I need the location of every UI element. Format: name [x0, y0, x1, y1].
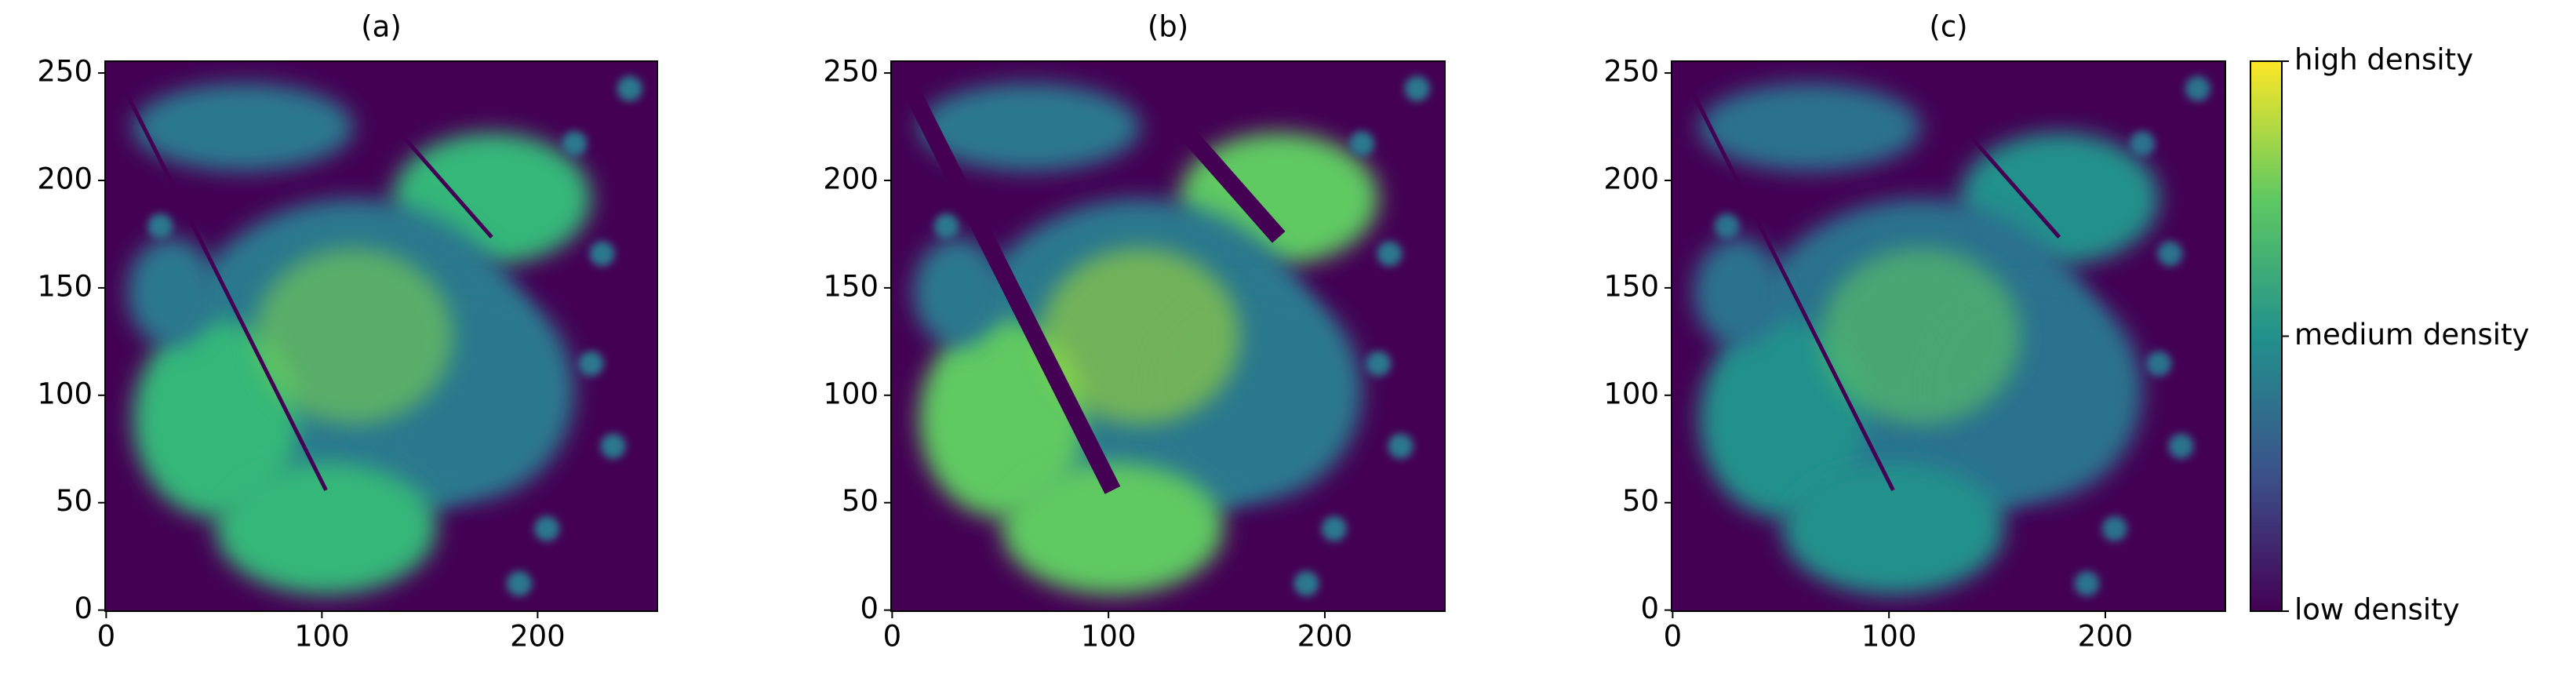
- density-spot: [1404, 76, 1430, 102]
- density-region: [215, 462, 437, 595]
- density-spot: [2168, 433, 2194, 459]
- stripe: [1680, 71, 1895, 491]
- density-spot: [2130, 131, 2156, 157]
- x-tick-label: 100: [1081, 620, 1137, 654]
- plot-frame: [104, 60, 658, 612]
- panel-title: (b): [1148, 10, 1188, 44]
- x-tick-label: 200: [1297, 620, 1353, 654]
- y-tick-label: 100: [37, 377, 93, 410]
- density-spot: [2101, 515, 2127, 541]
- panel-title: (c): [1929, 10, 1967, 44]
- density-region: [919, 83, 1141, 172]
- y-tick-label: 100: [823, 377, 879, 410]
- density-region: [1694, 237, 1783, 348]
- density-region: [1002, 462, 1224, 595]
- density-region: [127, 237, 216, 348]
- y-tick-label: 50: [56, 484, 93, 518]
- x-tick-label: 200: [2078, 620, 2134, 654]
- x-tick-label: 200: [510, 620, 566, 654]
- density-region: [1782, 462, 2004, 595]
- density-spot: [1293, 570, 1319, 596]
- y-tick-label: 50: [842, 484, 879, 518]
- density-region: [913, 237, 1002, 348]
- density-spot: [1714, 213, 1740, 239]
- density-core: [1040, 248, 1240, 424]
- density-spot: [1377, 241, 1403, 267]
- density-spot: [1321, 515, 1347, 541]
- density-spot: [2157, 241, 2183, 267]
- y-tick-label: 50: [1622, 484, 1659, 518]
- colorbar-label: low density: [2294, 593, 2460, 627]
- plot-frame: [890, 60, 1446, 612]
- y-tick-label: 0: [74, 592, 93, 625]
- density-spot: [1388, 433, 1414, 459]
- density-core: [254, 248, 453, 424]
- density-core: [1821, 248, 2021, 424]
- density-spot: [617, 76, 642, 102]
- colorbar-label: medium density: [2294, 318, 2530, 351]
- plot-frame: [1671, 60, 2226, 612]
- y-tick-label: 200: [37, 162, 93, 195]
- stripe: [114, 71, 328, 491]
- y-tick-label: 200: [1603, 162, 1659, 195]
- stripe: [1117, 61, 1286, 243]
- density-spot: [507, 570, 532, 596]
- density-region: [1699, 83, 1921, 172]
- y-tick-label: 150: [37, 269, 93, 303]
- density-spot: [147, 213, 173, 239]
- stripe: [335, 61, 493, 239]
- y-tick-label: 250: [37, 55, 93, 89]
- colorbar-label: high density: [2294, 43, 2473, 77]
- density-spot: [933, 213, 959, 239]
- panel-title: (a): [361, 10, 402, 44]
- density-region: [1699, 319, 1866, 518]
- density-spot: [562, 131, 588, 157]
- density-region: [133, 319, 299, 518]
- x-tick-label: 100: [294, 620, 350, 654]
- heatmap: [1672, 61, 2225, 611]
- x-tick-label: 0: [97, 620, 116, 654]
- colorbar: [2250, 60, 2283, 612]
- density-spot: [534, 515, 560, 541]
- heatmap: [891, 61, 1445, 611]
- density-spot: [578, 351, 604, 377]
- y-tick-label: 150: [823, 269, 879, 303]
- y-tick-label: 0: [1640, 592, 1659, 625]
- density-spot: [600, 433, 626, 459]
- density-spot: [1366, 351, 1392, 377]
- heatmap: [105, 61, 657, 611]
- y-tick-label: 100: [1603, 377, 1659, 410]
- y-tick-label: 250: [1603, 55, 1659, 89]
- x-tick-label: 0: [1664, 620, 1683, 654]
- density-spot: [589, 241, 615, 267]
- density-spot: [2146, 351, 2172, 377]
- y-tick-label: 200: [823, 162, 879, 195]
- y-tick-label: 0: [860, 592, 879, 625]
- density-spot: [2074, 570, 2100, 596]
- y-tick-label: 150: [1603, 269, 1659, 303]
- density-region: [133, 83, 354, 172]
- density-spot: [1349, 131, 1375, 157]
- x-tick-label: 0: [883, 620, 902, 654]
- x-tick-label: 100: [1861, 620, 1917, 654]
- stripe: [1902, 61, 2061, 239]
- y-tick-label: 250: [823, 55, 879, 89]
- stripe: [894, 68, 1121, 494]
- density-spot: [2185, 76, 2210, 102]
